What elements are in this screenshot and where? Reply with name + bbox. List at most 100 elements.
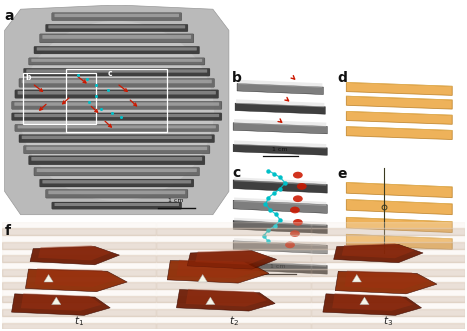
Ellipse shape [293, 172, 303, 178]
Polygon shape [206, 297, 215, 305]
Text: $t_2$: $t_2$ [228, 314, 239, 328]
Bar [2, 296, 156, 303]
Bar [156, 256, 311, 262]
Polygon shape [347, 82, 452, 95]
Bar [156, 323, 311, 329]
Polygon shape [347, 217, 452, 232]
Text: b: b [232, 71, 242, 85]
Bar [2, 249, 156, 256]
Polygon shape [186, 289, 267, 307]
Polygon shape [347, 111, 452, 124]
FancyBboxPatch shape [48, 191, 185, 194]
FancyBboxPatch shape [19, 78, 214, 87]
Polygon shape [234, 198, 326, 206]
Bar [2, 269, 156, 275]
FancyBboxPatch shape [42, 180, 191, 183]
Bar [311, 289, 465, 296]
FancyBboxPatch shape [18, 91, 216, 94]
Bar [156, 228, 311, 235]
Ellipse shape [20, 21, 214, 201]
Bar [156, 289, 311, 296]
Bar [156, 269, 311, 275]
FancyBboxPatch shape [40, 34, 194, 43]
Bar [311, 222, 465, 228]
Polygon shape [198, 274, 207, 282]
Polygon shape [35, 268, 118, 287]
Bar [156, 235, 311, 242]
Bar [311, 242, 465, 249]
Polygon shape [234, 218, 326, 226]
Text: e: e [338, 167, 347, 181]
Polygon shape [30, 247, 120, 265]
FancyBboxPatch shape [52, 13, 182, 21]
Text: $t_1$: $t_1$ [74, 314, 85, 328]
Polygon shape [233, 241, 327, 254]
Bar [156, 275, 311, 282]
FancyBboxPatch shape [21, 80, 212, 83]
Polygon shape [233, 220, 327, 234]
Bar [2, 316, 156, 323]
Polygon shape [345, 271, 428, 289]
FancyBboxPatch shape [48, 25, 185, 28]
Text: f: f [5, 224, 11, 238]
Bar [311, 296, 465, 303]
FancyBboxPatch shape [26, 147, 207, 150]
FancyBboxPatch shape [15, 90, 219, 98]
Bar [311, 282, 465, 289]
Text: d: d [338, 71, 347, 85]
FancyBboxPatch shape [55, 14, 179, 17]
Polygon shape [347, 234, 452, 250]
Bar [2, 256, 156, 262]
Polygon shape [234, 140, 326, 148]
Polygon shape [237, 83, 323, 95]
Bar [311, 249, 465, 256]
Ellipse shape [293, 219, 303, 226]
Bar [156, 296, 311, 303]
FancyBboxPatch shape [28, 58, 205, 65]
FancyBboxPatch shape [15, 124, 219, 131]
FancyBboxPatch shape [14, 102, 219, 106]
Bar [156, 282, 311, 289]
FancyBboxPatch shape [19, 135, 214, 143]
Bar [66, 69, 167, 132]
Polygon shape [347, 200, 452, 215]
Bar [311, 303, 465, 309]
Bar [311, 309, 465, 316]
Polygon shape [323, 294, 422, 315]
FancyBboxPatch shape [18, 125, 216, 128]
Text: b: b [25, 73, 31, 82]
Bar [311, 269, 465, 275]
Polygon shape [177, 290, 275, 311]
Text: 1 cm: 1 cm [270, 264, 286, 269]
Bar [311, 235, 465, 242]
Bar [156, 303, 311, 309]
FancyBboxPatch shape [31, 157, 202, 161]
Ellipse shape [290, 230, 300, 237]
Bar [311, 228, 465, 235]
Bar [2, 309, 156, 316]
FancyBboxPatch shape [55, 203, 179, 206]
Bar [156, 242, 311, 249]
FancyBboxPatch shape [14, 114, 219, 117]
Bar [156, 249, 311, 256]
Bar [2, 235, 156, 242]
FancyBboxPatch shape [12, 101, 222, 109]
FancyBboxPatch shape [21, 136, 212, 139]
Ellipse shape [285, 242, 295, 248]
Bar [2, 242, 156, 249]
Text: 1 cm: 1 cm [272, 147, 288, 152]
Bar [311, 262, 465, 269]
Bar [2, 323, 156, 329]
Polygon shape [233, 123, 327, 134]
Bar [156, 222, 311, 228]
Polygon shape [236, 99, 324, 107]
Polygon shape [347, 126, 452, 140]
Polygon shape [335, 271, 437, 294]
Polygon shape [332, 293, 413, 311]
FancyBboxPatch shape [46, 189, 188, 198]
FancyBboxPatch shape [23, 68, 210, 76]
Polygon shape [347, 96, 452, 109]
Polygon shape [187, 251, 276, 269]
Polygon shape [334, 244, 423, 263]
Polygon shape [352, 274, 361, 282]
